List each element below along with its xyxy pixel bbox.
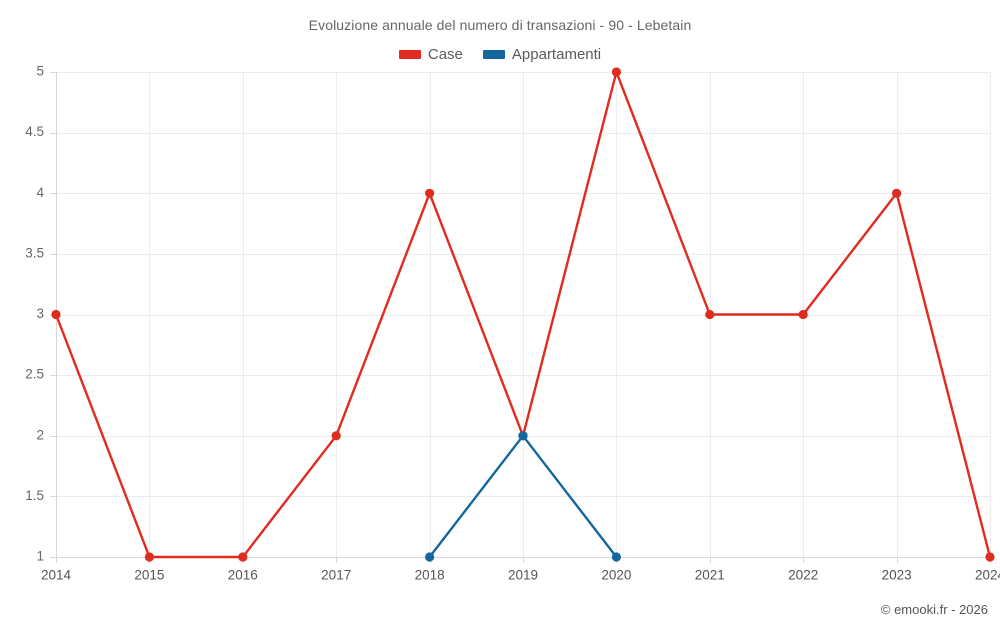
data-point-case[interactable] <box>985 552 995 562</box>
data-point-case[interactable] <box>238 552 248 562</box>
data-point-appartamenti[interactable] <box>425 552 435 562</box>
x-axis-tick-labels: 2014 2015 2016 2017 2018 2019 2020 2021 2022 2023… <box>41 568 1000 583</box>
legend-swatch-icon <box>398 50 421 59</box>
data-series <box>51 67 995 562</box>
y-axis-tick-label: 2.5 <box>25 367 44 382</box>
x-axis-tick-label: 2015 <box>134 568 164 583</box>
x-axis-tick-label: 2024 <box>975 568 1000 583</box>
grid-lines <box>56 72 991 558</box>
y-axis-tick-label: 1.5 <box>25 488 44 503</box>
y-axis-tick-label: 2 <box>36 427 44 442</box>
legend-item-appartamenti[interactable]: Appartamenti <box>482 46 602 63</box>
data-point-case[interactable] <box>892 188 902 198</box>
x-axis-tick-label: 2020 <box>601 568 631 583</box>
legend-item-label: Appartamenti <box>511 46 602 63</box>
data-point-case[interactable] <box>331 431 341 441</box>
y-axis-tick-label: 3 <box>36 306 44 321</box>
x-axis-tick-label: 2021 <box>695 568 725 583</box>
x-axis-tick-label: 2018 <box>415 568 445 583</box>
x-axis-tick-label: 2016 <box>228 568 258 583</box>
data-point-case[interactable] <box>144 552 154 562</box>
y-axis-tick-label: 5 <box>36 64 44 79</box>
data-point-case[interactable] <box>611 67 622 77</box>
y-axis-tick-label: 3.5 <box>25 245 44 260</box>
x-axis-tick-label: 2019 <box>508 568 538 583</box>
legend-item-label: Case <box>427 46 463 63</box>
x-axis-tick-label: 2017 <box>321 568 351 583</box>
y-axis-tick-label: 4.5 <box>25 124 44 139</box>
legend-item-case[interactable]: Case <box>398 46 463 63</box>
axis-lines <box>50 72 991 563</box>
data-point-appartamenti[interactable] <box>611 552 622 562</box>
data-point-case[interactable] <box>705 309 715 320</box>
x-axis-tick-label: 2022 <box>788 568 818 583</box>
chart-legend: Case Appartamenti <box>0 46 1000 63</box>
chart-credit: © emooki.fr - 2026 <box>880 602 988 617</box>
x-axis-tick-label: 2023 <box>882 568 912 583</box>
data-point-case[interactable] <box>798 309 808 320</box>
y-axis-tick-label: 1 <box>36 549 44 564</box>
y-axis-tick-label: 4 <box>36 185 44 200</box>
x-axis-tick-label: 2014 <box>41 568 72 583</box>
data-point-case[interactable] <box>51 309 61 320</box>
y-axis-tick-labels: 1 1.5 2 2.5 3 3.5 4 4.5 5 <box>25 64 44 564</box>
chart-title: Evoluzione annuale del numero di transaz… <box>308 17 692 33</box>
data-point-appartamenti[interactable] <box>518 431 528 441</box>
legend-swatch-icon <box>482 50 505 59</box>
data-point-case[interactable] <box>425 188 435 198</box>
